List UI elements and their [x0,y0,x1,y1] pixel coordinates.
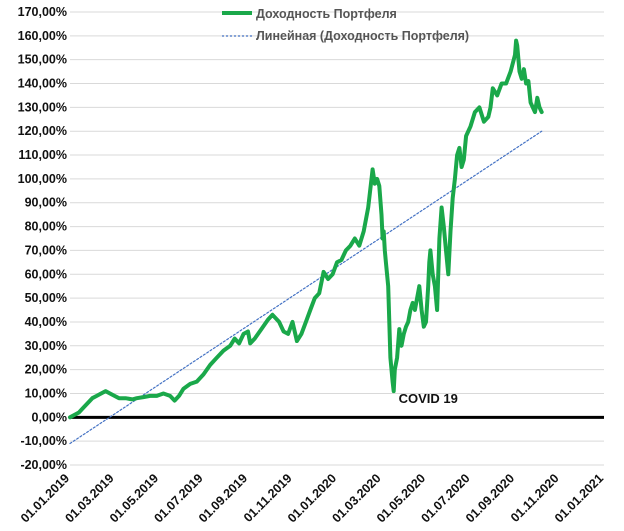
y-tick-label: 160,00% [18,29,67,43]
y-tick-label: 10,00% [25,386,67,400]
y-tick-label: 130,00% [18,100,67,114]
y-tick-label: 140,00% [18,77,67,91]
y-tick-label: 20,00% [25,363,67,377]
x-tick-label: 01.01.2021 [552,471,606,525]
covid-annotation: COVID 19 [399,391,458,406]
y-tick-label: -10,00% [20,434,67,448]
y-tick-label: 40,00% [25,315,67,329]
legend-label-linear: Линейная (Доходность Портфеля) [256,29,469,43]
y-tick-label: 70,00% [25,243,67,257]
y-tick-label: 50,00% [25,291,67,305]
y-tick-label: 30,00% [25,339,67,353]
y-tick-label: 150,00% [18,53,67,67]
series-line-linear-trend [69,130,543,445]
y-tick-label: 0,00% [32,410,67,424]
y-tick-label: 170,00% [18,5,67,19]
y-tick-label: 80,00% [25,220,67,234]
y-tick-label: 110,00% [18,148,67,162]
y-tick-label: 60,00% [25,267,67,281]
y-tick-label: -20,00% [20,458,67,472]
chart-series [68,38,544,445]
gridlines [70,11,604,466]
series-line-portfolio [68,38,544,420]
y-tick-label: 120,00% [18,124,67,138]
y-tick-label: 100,00% [18,172,67,186]
y-tick-label: 90,00% [25,196,67,210]
chart-legend: Доходность Портфеля Линейная (Доходность… [222,7,469,43]
x-axis-tick-labels: 01.01.201901.03.201901.05.201901.07.2019… [18,471,606,525]
legend-label-portfolio: Доходность Портфеля [256,7,397,21]
y-axis-tick-labels: -20,00% -10,00% 0,00% 10,00% 20,00% 30,00% 40,… [18,5,67,472]
